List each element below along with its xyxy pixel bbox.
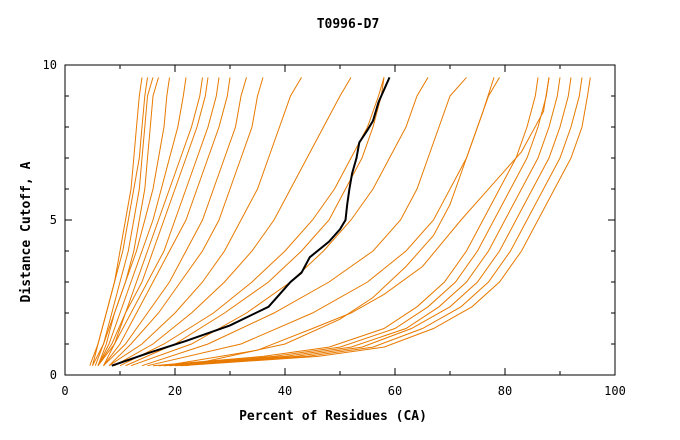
x-tick-label: 80 bbox=[498, 384, 512, 398]
series-line-19 bbox=[147, 77, 500, 367]
series-line-16 bbox=[125, 77, 385, 367]
series-line-18 bbox=[141, 77, 467, 367]
series-line-8 bbox=[103, 77, 209, 366]
series-line-15 bbox=[119, 77, 385, 367]
series-line-6 bbox=[97, 77, 187, 366]
series-line-14 bbox=[114, 77, 352, 367]
x-tick-label: 40 bbox=[278, 384, 292, 398]
series-line-13 bbox=[108, 77, 302, 367]
y-tick-label: 5 bbox=[50, 213, 57, 227]
series-line-11 bbox=[103, 77, 247, 367]
x-tick-label: 60 bbox=[388, 384, 402, 398]
chart-title: T0996-D7 bbox=[317, 17, 380, 32]
axes: 0 20 40 60 80 100 0 5 10 bbox=[43, 58, 626, 398]
series-line-20 bbox=[152, 77, 539, 367]
series-line-4 bbox=[89, 77, 143, 366]
y-axis-label: Distance Cutoff, A bbox=[19, 161, 34, 302]
x-axis-label: Percent of Residues (CA) bbox=[239, 409, 427, 424]
series-line-10 bbox=[103, 77, 231, 367]
series-line-27 bbox=[185, 77, 495, 367]
series-line-9 bbox=[97, 77, 220, 367]
x-tick-label: 20 bbox=[168, 384, 182, 398]
series-line-5 bbox=[92, 77, 170, 366]
series-line-22 bbox=[163, 77, 561, 367]
series-line-2 bbox=[94, 77, 154, 366]
series-line-26 bbox=[163, 77, 550, 367]
x-tick-label: 100 bbox=[604, 384, 626, 398]
series-line-25 bbox=[180, 77, 591, 367]
y-tick-label: 0 bbox=[50, 368, 57, 382]
series-line-3 bbox=[97, 77, 159, 366]
series-line-12 bbox=[108, 77, 264, 367]
highlight-series-line bbox=[111, 76, 391, 367]
series-line-21 bbox=[158, 77, 550, 367]
series-line-17 bbox=[130, 77, 429, 367]
plot-lines bbox=[89, 76, 591, 367]
series-line-24 bbox=[174, 77, 583, 367]
x-tick-label: 0 bbox=[61, 384, 68, 398]
plot-frame bbox=[64, 64, 616, 376]
y-tick-label: 10 bbox=[43, 58, 57, 72]
series-line-7 bbox=[97, 77, 203, 366]
series-line-23 bbox=[169, 77, 572, 367]
